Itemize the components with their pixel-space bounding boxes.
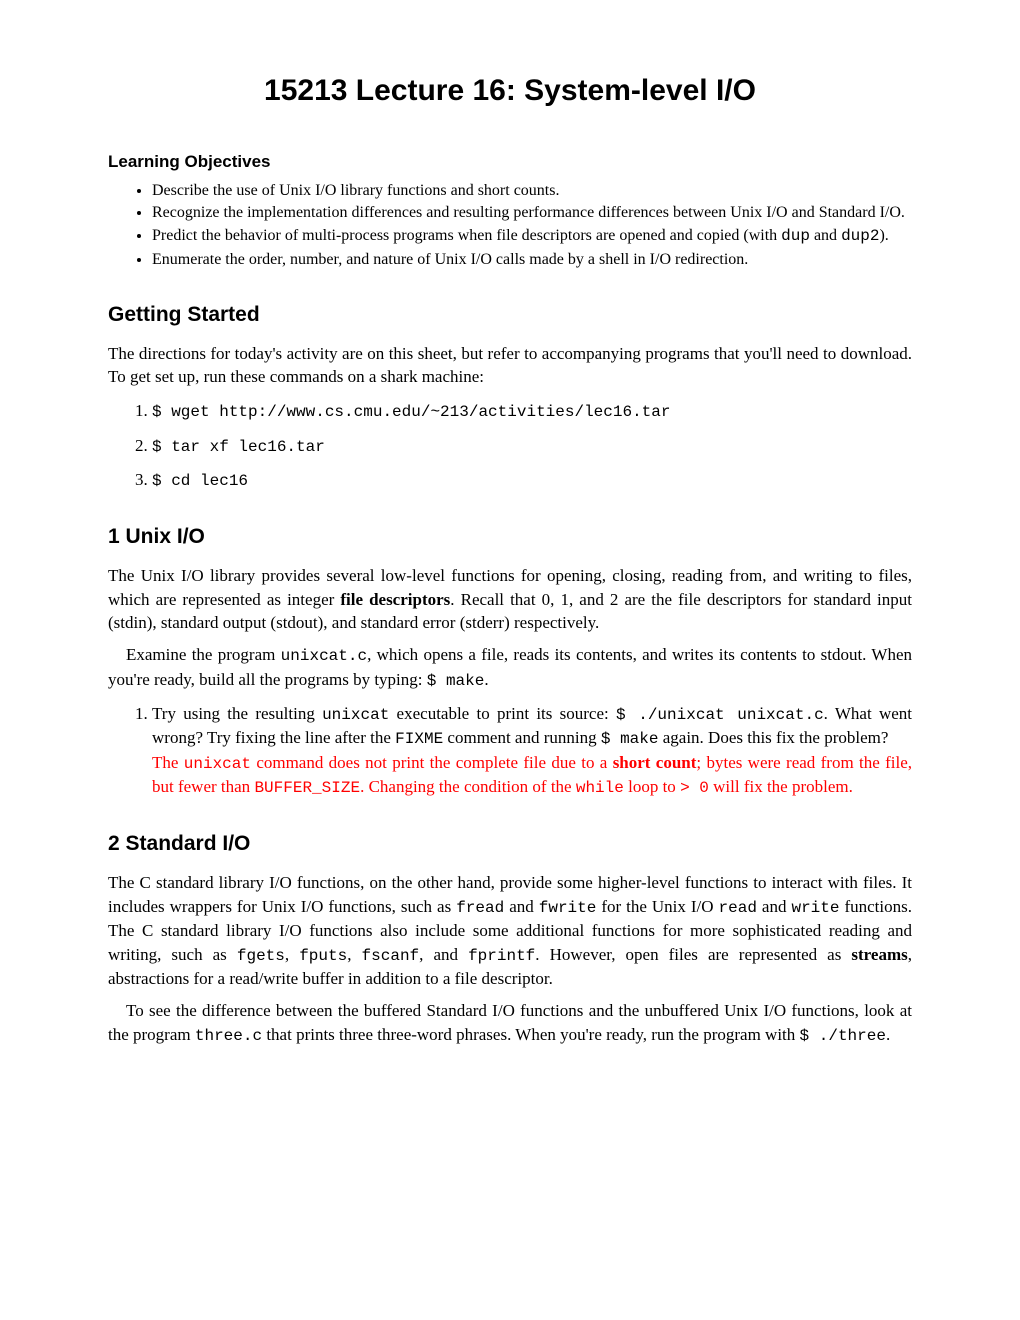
code: $ tar xf lec16.tar xyxy=(152,438,325,456)
code: unixcat.c xyxy=(281,647,367,665)
list-item: $ tar xf lec16.tar xyxy=(152,434,912,458)
text: and xyxy=(757,897,792,916)
getting-started-heading: Getting Started xyxy=(108,300,912,329)
text: Describe the use of Unix I/O library fun… xyxy=(152,182,559,199)
section-1-heading: 1 Unix I/O xyxy=(108,522,912,551)
text: that prints three three-word phrases. Wh… xyxy=(262,1025,799,1044)
bold-text: short count xyxy=(613,753,697,772)
text: and xyxy=(504,897,539,916)
text: . xyxy=(886,1025,890,1044)
code: unixcat xyxy=(322,706,389,724)
text: comment and running xyxy=(443,728,601,747)
section-2-p1: The C standard library I/O functions, on… xyxy=(108,871,912,991)
objectives-heading: Learning Objectives xyxy=(108,150,912,174)
code: dup2 xyxy=(841,227,879,245)
code: > 0 xyxy=(680,779,709,797)
text: . Changing the condition of the xyxy=(360,777,576,796)
text: , xyxy=(347,945,361,964)
code: fscanf xyxy=(362,947,420,965)
section-1-p2: Examine the program unixcat.c, which ope… xyxy=(108,643,912,692)
section-2-p2: To see the difference between the buffer… xyxy=(108,999,912,1047)
list-item: Describe the use of Unix I/O library fun… xyxy=(152,180,912,202)
text: Predict the behavior of multi-process pr… xyxy=(152,227,781,244)
list-item: Predict the behavior of multi-process pr… xyxy=(152,225,912,248)
code: BUFFER_SIZE xyxy=(254,779,360,797)
text: command does not print the complete file… xyxy=(251,753,613,772)
objectives-list: Describe the use of Unix I/O library fun… xyxy=(108,180,912,270)
list-item: Recognize the implementation differences… xyxy=(152,202,912,224)
code: write xyxy=(791,899,839,917)
text: Recognize the implementation differences… xyxy=(152,204,905,221)
code: dup xyxy=(781,227,810,245)
section-1-p1: The Unix I/O library provides several lo… xyxy=(108,564,912,635)
bold-text: streams xyxy=(851,945,907,964)
intro-paragraph: The directions for today's activity are … xyxy=(108,342,912,390)
code: fread xyxy=(456,899,504,917)
code: $ ./unixcat unixcat.c xyxy=(616,706,824,724)
code: $ make xyxy=(601,730,659,748)
text: , xyxy=(285,945,299,964)
code: fprintf xyxy=(468,947,535,965)
code: unixcat xyxy=(184,755,251,773)
text: The xyxy=(152,753,184,772)
code: fputs xyxy=(299,947,347,965)
text: loop to xyxy=(624,777,680,796)
page-title: 15213 Lecture 16: System-level I/O xyxy=(108,70,912,112)
text: again. Does this fix the problem? xyxy=(658,728,888,747)
text: executable to print its source: xyxy=(389,704,616,723)
list-item: Enumerate the order, number, and nature … xyxy=(152,249,912,271)
code: FIXME xyxy=(395,730,443,748)
text: and xyxy=(810,227,841,244)
answer-text: The unixcat command does not print the c… xyxy=(152,753,912,796)
code: $ cd lec16 xyxy=(152,472,248,490)
list-item: Try using the resulting unixcat executab… xyxy=(152,702,912,800)
text: Enumerate the order, number, and nature … xyxy=(152,251,748,268)
code: three.c xyxy=(195,1027,262,1045)
bold-text: file descriptors xyxy=(340,590,450,609)
code: while xyxy=(576,779,624,797)
text: . However, open files are represented as xyxy=(535,945,851,964)
text: Examine the program xyxy=(126,645,281,664)
code: $ make xyxy=(427,672,485,690)
text: will fix the problem. xyxy=(709,777,853,796)
text: for the Unix I/O xyxy=(596,897,718,916)
list-item: $ cd lec16 xyxy=(152,468,912,492)
text: ). xyxy=(879,227,888,244)
list-item: $ wget http://www.cs.cmu.edu/~213/activi… xyxy=(152,399,912,423)
code: read xyxy=(719,899,757,917)
code: fgets xyxy=(237,947,285,965)
section-2-heading: 2 Standard I/O xyxy=(108,829,912,858)
code: $ ./three xyxy=(800,1027,886,1045)
code: fwrite xyxy=(539,899,597,917)
text: . xyxy=(484,670,488,689)
text: , and xyxy=(419,945,468,964)
text: Try using the resulting xyxy=(152,704,322,723)
code: $ wget http://www.cs.cmu.edu/~213/activi… xyxy=(152,403,670,421)
section-1-list: Try using the resulting unixcat executab… xyxy=(108,702,912,800)
setup-steps: $ wget http://www.cs.cmu.edu/~213/activi… xyxy=(108,399,912,492)
